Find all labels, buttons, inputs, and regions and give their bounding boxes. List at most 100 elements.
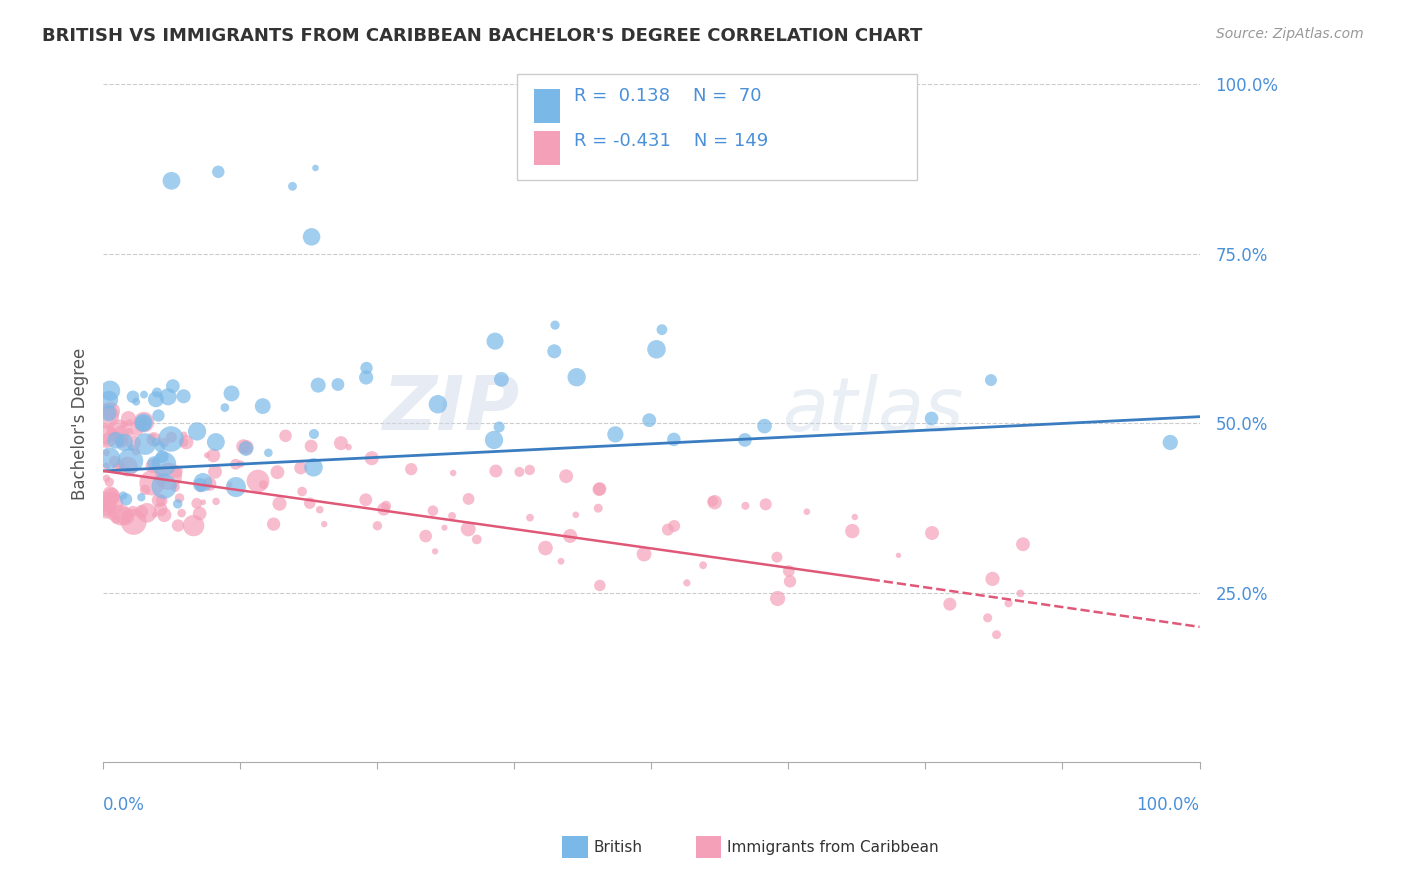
Point (519, 510, 541, 524)
Point (165, 465, 187, 479)
Text: 100.0%: 100.0% (1136, 796, 1199, 814)
Point (173, 427, 195, 442)
Point (921, 526, 943, 541)
Point (186, 496, 208, 510)
Point (356, 361, 378, 376)
Point (1159, 435, 1181, 450)
Point (207, 165, 229, 179)
Point (145, 435, 167, 450)
Point (186, 425, 208, 439)
Point (188, 478, 211, 492)
Point (225, 480, 247, 494)
Text: 0.0%: 0.0% (103, 796, 145, 814)
Point (160, 430, 183, 444)
Point (111, 434, 134, 449)
Point (104, 426, 127, 441)
Point (132, 416, 155, 430)
Point (167, 518, 190, 533)
Point (198, 477, 221, 491)
Point (589, 578, 612, 592)
Point (544, 318, 567, 332)
Point (169, 491, 191, 505)
Point (96, 459, 118, 474)
Point (97, 406, 120, 420)
Point (252, 399, 274, 413)
Point (122, 390, 145, 404)
Point (101, 497, 124, 511)
Point (153, 457, 176, 471)
Point (96, 471, 118, 485)
Point (457, 522, 479, 536)
Point (103, 490, 125, 504)
Point (166, 497, 188, 511)
Point (110, 434, 132, 448)
Point (779, 574, 801, 589)
Point (96, 446, 118, 460)
Point (734, 499, 756, 513)
Point (114, 509, 136, 524)
Point (433, 521, 456, 535)
Point (112, 488, 135, 502)
Point (143, 508, 166, 522)
Point (98, 451, 121, 466)
Point (246, 474, 269, 488)
Point (131, 505, 153, 519)
Point (703, 495, 725, 509)
Point (766, 591, 789, 606)
Point (96, 494, 118, 508)
Text: R =  0.138    N =  70: R = 0.138 N = 70 (574, 87, 761, 105)
Point (997, 596, 1019, 610)
Point (101, 425, 124, 439)
Point (160, 174, 183, 188)
Point (308, 502, 330, 516)
Point (218, 477, 240, 491)
Point (796, 505, 818, 519)
Point (844, 510, 866, 524)
Point (662, 433, 685, 447)
Text: Source: ZipAtlas.com: Source: ZipAtlas.com (1216, 27, 1364, 41)
Point (202, 449, 225, 463)
Point (229, 457, 252, 471)
Point (887, 549, 910, 563)
Point (375, 499, 398, 513)
Point (354, 370, 377, 384)
Point (225, 458, 247, 472)
Point (132, 417, 155, 431)
Point (457, 491, 479, 506)
Point (766, 550, 789, 565)
Point (149, 502, 172, 516)
Point (645, 343, 668, 357)
Point (235, 441, 257, 455)
Point (101, 508, 124, 523)
Point (115, 508, 138, 523)
Point (638, 413, 661, 427)
Point (141, 475, 163, 490)
Point (304, 161, 326, 175)
Point (232, 440, 254, 454)
Point (302, 427, 325, 442)
Point (633, 547, 655, 561)
Point (422, 504, 444, 518)
Point (252, 477, 274, 491)
Point (314, 517, 336, 532)
Point (550, 554, 572, 568)
Point (235, 442, 257, 456)
Point (188, 507, 211, 521)
Point (415, 529, 437, 543)
Point (274, 429, 297, 443)
Point (193, 495, 215, 509)
Point (326, 377, 349, 392)
Point (980, 373, 1002, 387)
Point (98, 392, 121, 407)
Point (117, 411, 139, 425)
Point (134, 483, 156, 497)
Point (132, 416, 155, 430)
Point (149, 440, 172, 454)
Point (586, 501, 609, 516)
Point (157, 390, 180, 404)
Point (976, 611, 998, 625)
Point (121, 441, 143, 455)
Point (103, 454, 125, 468)
Point (173, 435, 195, 450)
Point (565, 370, 588, 384)
